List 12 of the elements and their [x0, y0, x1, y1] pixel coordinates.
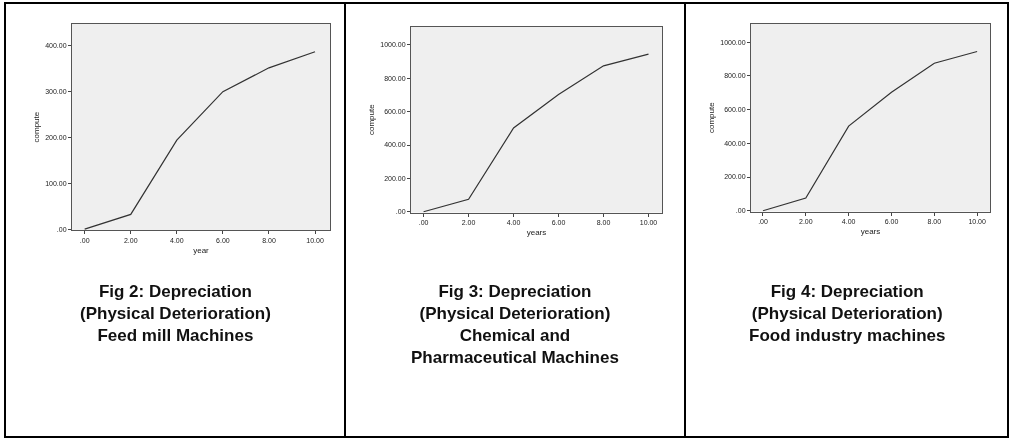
- y-axis-title: compute: [31, 111, 41, 143]
- line-series: [422, 53, 650, 213]
- text: Fig 4: Depreciation (Physical Deterioration) Food industry machines: [749, 282, 946, 346]
- y-axis-title: compute: [706, 101, 716, 134]
- x-axis-title: years: [860, 227, 881, 237]
- y-axis-title: compute: [366, 103, 376, 136]
- x-axis-title: years: [526, 228, 547, 238]
- text: Fig 2: Depreciation (Physical Deterioration) Feed mill Machines: [80, 282, 271, 346]
- x-axis-title: year: [193, 245, 210, 255]
- line-series: [762, 50, 978, 212]
- line-series: [84, 51, 316, 230]
- text: Fig 3: Depreciation (Physical Deterioration) Chemical and Pharmaceutical Machines: [411, 282, 619, 368]
